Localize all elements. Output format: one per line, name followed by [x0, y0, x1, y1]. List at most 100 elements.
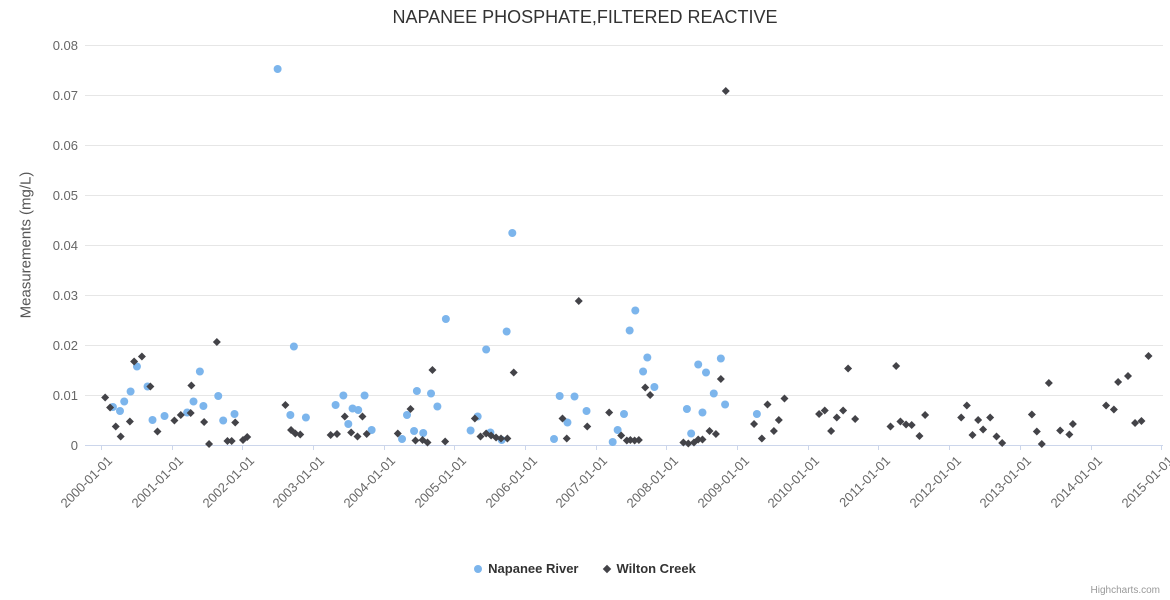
data-point-wilton-creek[interactable]	[992, 432, 1001, 441]
data-point-wilton-creek[interactable]	[186, 409, 195, 417]
data-point-napanee-river[interactable]	[716, 354, 725, 363]
data-point-wilton-creek[interactable]	[340, 412, 349, 421]
data-point-napanee-river[interactable]	[410, 427, 419, 435]
data-point-wilton-creek[interactable]	[362, 430, 371, 438]
data-point-wilton-creek[interactable]	[1102, 401, 1111, 410]
legend-item-wilton-creek[interactable]: Wilton Creek	[603, 561, 696, 576]
data-point-wilton-creek[interactable]	[1044, 379, 1053, 387]
data-point-wilton-creek[interactable]	[111, 422, 120, 431]
data-point-wilton-creek[interactable]	[153, 427, 162, 436]
data-point-wilton-creek[interactable]	[998, 439, 1007, 447]
data-point-napanee-river[interactable]	[631, 306, 640, 315]
data-point-napanee-river[interactable]	[126, 387, 135, 396]
data-point-wilton-creek[interactable]	[1032, 427, 1041, 436]
data-point-wilton-creek[interactable]	[827, 427, 836, 435]
data-point-napanee-river[interactable]	[344, 420, 353, 428]
data-point-wilton-creek[interactable]	[231, 418, 240, 427]
data-point-wilton-creek[interactable]	[907, 421, 916, 429]
data-point-wilton-creek[interactable]	[130, 357, 139, 366]
data-point-napanee-river[interactable]	[148, 416, 157, 424]
data-point-wilton-creek[interactable]	[815, 410, 824, 418]
data-point-wilton-creek[interactable]	[116, 432, 125, 441]
data-point-napanee-river[interactable]	[289, 342, 298, 351]
data-point-wilton-creek[interactable]	[503, 434, 512, 443]
data-point-wilton-creek[interactable]	[1124, 372, 1133, 380]
data-point-wilton-creek[interactable]	[684, 439, 693, 448]
data-point-wilton-creek[interactable]	[187, 381, 196, 390]
data-point-napanee-river[interactable]	[199, 402, 208, 410]
data-point-wilton-creek[interactable]	[820, 406, 829, 415]
data-point-wilton-creek[interactable]	[694, 435, 703, 444]
data-point-wilton-creek[interactable]	[957, 413, 966, 422]
data-point-wilton-creek[interactable]	[641, 383, 650, 392]
data-point-wilton-creek[interactable]	[892, 362, 901, 370]
data-point-wilton-creek[interactable]	[1037, 440, 1046, 448]
data-point-wilton-creek[interactable]	[281, 401, 290, 409]
data-point-wilton-creek[interactable]	[979, 425, 988, 434]
data-point-wilton-creek[interactable]	[243, 433, 252, 441]
data-point-napanee-river[interactable]	[625, 326, 634, 335]
data-point-napanee-river[interactable]	[339, 391, 348, 400]
data-point-wilton-creek[interactable]	[333, 430, 342, 438]
data-point-napanee-river[interactable]	[752, 410, 761, 418]
data-point-wilton-creek[interactable]	[605, 408, 614, 417]
data-point-napanee-river[interactable]	[286, 411, 295, 419]
data-point-wilton-creek[interactable]	[711, 430, 720, 438]
data-point-wilton-creek[interactable]	[583, 422, 592, 431]
data-point-wilton-creek[interactable]	[617, 431, 626, 440]
data-point-napanee-river[interactable]	[482, 345, 491, 354]
data-point-wilton-creek[interactable]	[574, 297, 583, 305]
data-point-napanee-river[interactable]	[563, 418, 572, 427]
legend-item-napanee-river[interactable]: Napanee River	[474, 561, 578, 576]
data-point-wilton-creek[interactable]	[1131, 419, 1140, 427]
data-point-napanee-river[interactable]	[402, 411, 411, 419]
data-point-wilton-creek[interactable]	[176, 411, 185, 419]
data-point-wilton-creek[interactable]	[170, 416, 179, 425]
data-point-wilton-creek[interactable]	[705, 427, 714, 435]
data-point-wilton-creek[interactable]	[1068, 420, 1077, 428]
data-point-wilton-creek[interactable]	[441, 437, 450, 446]
data-point-wilton-creek[interactable]	[146, 382, 155, 391]
data-point-wilton-creek[interactable]	[296, 430, 305, 439]
data-point-napanee-river[interactable]	[701, 368, 710, 377]
data-point-wilton-creek[interactable]	[353, 432, 362, 441]
data-point-wilton-creek[interactable]	[698, 435, 707, 444]
highcharts-credit-link[interactable]: Highcharts.com	[1090, 585, 1160, 596]
data-point-wilton-creek[interactable]	[1144, 352, 1153, 360]
data-point-wilton-creek[interactable]	[915, 432, 924, 440]
data-point-napanee-river[interactable]	[195, 367, 204, 376]
data-point-wilton-creek[interactable]	[423, 438, 432, 447]
data-point-napanee-river[interactable]	[466, 426, 475, 435]
data-point-napanee-river[interactable]	[354, 406, 363, 414]
data-point-wilton-creek[interactable]	[326, 431, 335, 439]
data-point-napanee-river[interactable]	[189, 397, 198, 406]
data-point-napanee-river[interactable]	[639, 367, 648, 376]
data-point-wilton-creek[interactable]	[774, 416, 783, 424]
data-point-napanee-river[interactable]	[367, 426, 376, 434]
data-point-wilton-creek[interactable]	[205, 440, 214, 448]
data-point-napanee-river[interactable]	[709, 389, 718, 398]
data-point-wilton-creek[interactable]	[406, 405, 415, 413]
data-point-wilton-creek[interactable]	[757, 434, 766, 443]
data-point-napanee-river[interactable]	[115, 407, 124, 415]
data-point-napanee-river[interactable]	[273, 65, 282, 73]
data-point-napanee-river[interactable]	[412, 387, 421, 395]
data-point-napanee-river[interactable]	[570, 392, 579, 401]
data-point-wilton-creek[interactable]	[886, 422, 895, 431]
data-point-wilton-creek[interactable]	[634, 436, 643, 444]
data-point-wilton-creek[interactable]	[902, 420, 911, 429]
data-point-wilton-creek[interactable]	[1114, 378, 1123, 386]
data-point-napanee-river[interactable]	[219, 416, 228, 425]
data-point-wilton-creek[interactable]	[986, 413, 995, 422]
data-point-napanee-river[interactable]	[301, 413, 310, 422]
data-point-wilton-creek[interactable]	[769, 427, 778, 435]
data-point-wilton-creek[interactable]	[1065, 430, 1074, 439]
data-point-wilton-creek[interactable]	[851, 415, 860, 423]
data-point-wilton-creek[interactable]	[106, 403, 115, 412]
data-point-wilton-creek[interactable]	[763, 400, 772, 409]
data-point-wilton-creek[interactable]	[721, 87, 730, 95]
data-point-napanee-river[interactable]	[721, 400, 730, 409]
data-point-napanee-river[interactable]	[508, 229, 517, 237]
data-point-wilton-creek[interactable]	[101, 393, 110, 402]
data-point-wilton-creek[interactable]	[962, 401, 971, 410]
